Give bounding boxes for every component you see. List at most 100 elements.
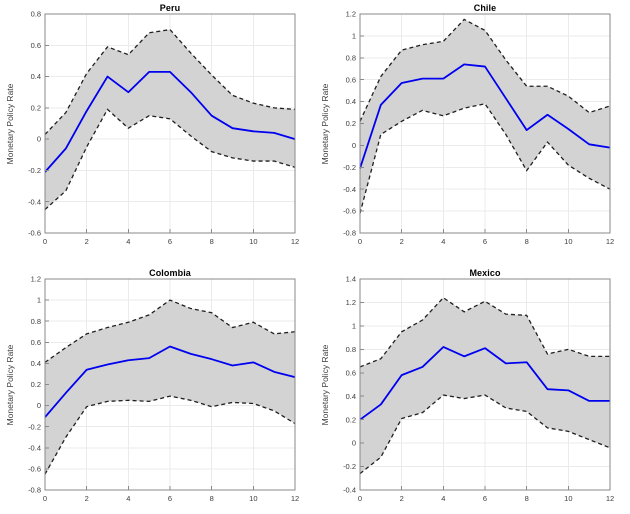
chart-chile: Chile Monetary Policy Rate 0 2 4 6 8 10 12 -0.8…: [315, 0, 630, 257]
mexico-lower-band-edge: [359, 394, 611, 475]
peru-x-tick-label: 12: [291, 237, 299, 246]
peru-y-tick-label: 0.6: [31, 41, 41, 50]
colombia-x-tick-label: 8: [210, 494, 214, 503]
mexico-x-tick-label: 0: [358, 494, 362, 503]
mexico-y-tick-label: 0.2: [346, 415, 356, 424]
chile-x-tick-label: 12: [606, 237, 614, 246]
mexico-y-tick-label: -0.4: [343, 486, 356, 495]
chile-x-tick-label: 0: [358, 237, 362, 246]
mexico-confidence-band: [360, 297, 610, 474]
peru-lower-band-edge: [44, 108, 296, 211]
chile-y-tick-label: 0.6: [346, 75, 356, 84]
chile-lower-band-edge: [359, 103, 611, 214]
chile-y-tick-label: 0.4: [346, 97, 356, 106]
mexico-y-tick-label: 1: [352, 321, 356, 330]
colombia-y-tick-label: -0.8: [28, 486, 41, 495]
colombia-response-line: [44, 345, 296, 418]
chile-y-tick-label: 1: [352, 32, 356, 41]
colombia-y-tick-label: -0.4: [28, 443, 41, 452]
colombia-y-tick-label: 0.4: [31, 359, 41, 368]
chile-y-tick-label: -0.2: [343, 163, 356, 172]
mexico-response-line: [359, 346, 610, 421]
chile-response-line: [359, 63, 611, 169]
colombia-y-tick-label: 1.2: [31, 275, 41, 284]
colombia-ticks: 0 2 4 6 8 10 12 -0.8 -0.6 -0.4 -0.2 0 0.2 0.4 0.6 0.8 1 1…: [28, 275, 299, 503]
mexico-x-tick-label: 8: [525, 494, 529, 503]
chart-title-mexico: Mexico: [469, 268, 501, 278]
chart-title-chile: Chile: [473, 3, 497, 13]
mexico-y-tick-label: 0.8: [346, 345, 356, 354]
mexico-x-tick-label: 10: [564, 494, 572, 503]
peru-y-tick-label: -0.6: [28, 229, 41, 238]
chile-plot-svg: 0 2 4 6 8 10 12 -0.8 -0.6 -0.4 -0.2 0 0.2 0.4 0.6 0.8 1 1…: [343, 10, 614, 246]
colombia-plot-svg: 0 2 4 6 8 10 12 -0.8 -0.6 -0.4 -0.2 0 0.2 0.4 0.6 0.8 1 1…: [28, 275, 299, 503]
chart-title-peru: Peru: [159, 3, 181, 13]
colombia-x-tick-label: 6: [168, 494, 172, 503]
chile-y-tick-label: -0.6: [343, 207, 356, 216]
colombia-x-tick-label: 12: [291, 494, 299, 503]
chart-mexico: Mexico Monetary Policy Rate 0 2 4 6 8 10 12 -0.…: [315, 257, 630, 514]
chile-x-tick-label: 6: [483, 237, 487, 246]
peru-plot-svg: 0 2 4 6 8 10 12 -0.6 -0.4 -0.2 0 0.2 0.4 0.6 0.8: [28, 10, 299, 246]
chile-x-tick-label: 4: [441, 237, 445, 246]
peru-upper-band-edge: [44, 28, 296, 135]
peru-x-tick-label: 0: [43, 237, 47, 246]
chile-x-tick-label: 8: [525, 237, 529, 246]
colombia-upper-band-edge: [44, 299, 296, 363]
peru-y-tick-label: 0.8: [31, 10, 41, 19]
peru-y-tick-label: -0.2: [28, 166, 41, 175]
mexico-ticks: 0 2 4 6 8 10 12 -0.4 -0.2 0 0.2 0.4 0.6 0.8 1 1.2 1.4: [343, 275, 614, 503]
chile-ticks: 0 2 4 6 8 10 12 -0.8 -0.6 -0.4 -0.2 0 0.2 0.4 0.6 0.8 1 1…: [343, 10, 614, 246]
peru-y-tick-label: -0.4: [28, 197, 41, 206]
mexico-y-tick-label: 0.4: [346, 392, 356, 401]
chile-y-tick-label: 1.2: [346, 10, 356, 19]
mexico-x-tick-label: 4: [441, 494, 445, 503]
chile-y-tick-label: 0: [352, 141, 356, 150]
chile-confidence-band: [360, 19, 610, 214]
peru-y-tick-label: 0: [37, 135, 41, 144]
colombia-x-tick-label: 10: [249, 494, 257, 503]
colombia-y-tick-label: 0.2: [31, 380, 41, 389]
peru-x-tick-label: 6: [168, 237, 172, 246]
mexico-y-tick-label: 1.4: [346, 275, 356, 284]
peru-response-line: [44, 70, 296, 173]
peru-x-tick-label: 10: [249, 237, 257, 246]
chile-x-tick-label: 2: [400, 237, 404, 246]
peru-y-tick-label: 0.2: [31, 103, 41, 112]
mexico-plot-svg: 0 2 4 6 8 10 12 -0.4 -0.2 0 0.2 0.4 0.6 0.8 1 1.2 1.4: [343, 275, 614, 503]
chart-colombia: Colombia Monetary Policy Rate 0 2 4 6 8 10 12-…: [0, 257, 315, 514]
chile-y-tick-label: -0.4: [343, 185, 356, 194]
colombia-y-tick-label: 0.6: [31, 338, 41, 347]
mexico-y-tick-label: 0: [352, 439, 356, 448]
colombia-x-tick-label: 2: [85, 494, 89, 503]
chile-y-tick-label: 0.2: [346, 119, 356, 128]
colombia-y-tick-label: 0.8: [31, 317, 41, 326]
chile-y-tick-label: -0.8: [343, 229, 356, 238]
colombia-y-tick-label: -0.2: [28, 422, 41, 431]
peru-confidence-band: [45, 29, 295, 210]
peru-x-tick-label: 8: [210, 237, 214, 246]
colombia-lower-band-edge: [44, 395, 296, 475]
colombia-y-tick-label: -0.6: [28, 465, 41, 474]
mexico-x-tick-label: 12: [606, 494, 614, 503]
colombia-confidence-band: [45, 300, 295, 475]
chile-y-tick-label: 0.8: [346, 53, 356, 62]
colombia-x-tick-label: 4: [126, 494, 130, 503]
peru-x-tick-label: 4: [126, 237, 130, 246]
mexico-x-tick-label: 2: [400, 494, 404, 503]
peru-x-tick-label: 2: [85, 237, 89, 246]
chart-title-colombia: Colombia: [149, 268, 191, 278]
colombia-y-tick-label: 0: [37, 401, 41, 410]
mexico-y-tick-label: 1.2: [346, 298, 356, 307]
chile-x-tick-label: 10: [564, 237, 572, 246]
mexico-y-tick-label: 0.6: [346, 368, 356, 377]
peru-y-tick-label: 0.4: [31, 72, 41, 81]
mexico-upper-band-edge: [359, 296, 610, 368]
colombia-x-tick-label: 0: [43, 494, 47, 503]
colombia-y-tick-label: 1: [37, 296, 41, 305]
chart-peru: Peru Monetary Policy Rate 0 2 4 6 8 10 12 -0.6-…: [0, 0, 315, 257]
mexico-x-tick-label: 6: [483, 494, 487, 503]
peru-ticks: 0 2 4 6 8 10 12 -0.6 -0.4 -0.2 0 0.2 0.4 0.6 0.8: [28, 10, 299, 246]
mexico-y-tick-label: -0.2: [343, 462, 356, 471]
